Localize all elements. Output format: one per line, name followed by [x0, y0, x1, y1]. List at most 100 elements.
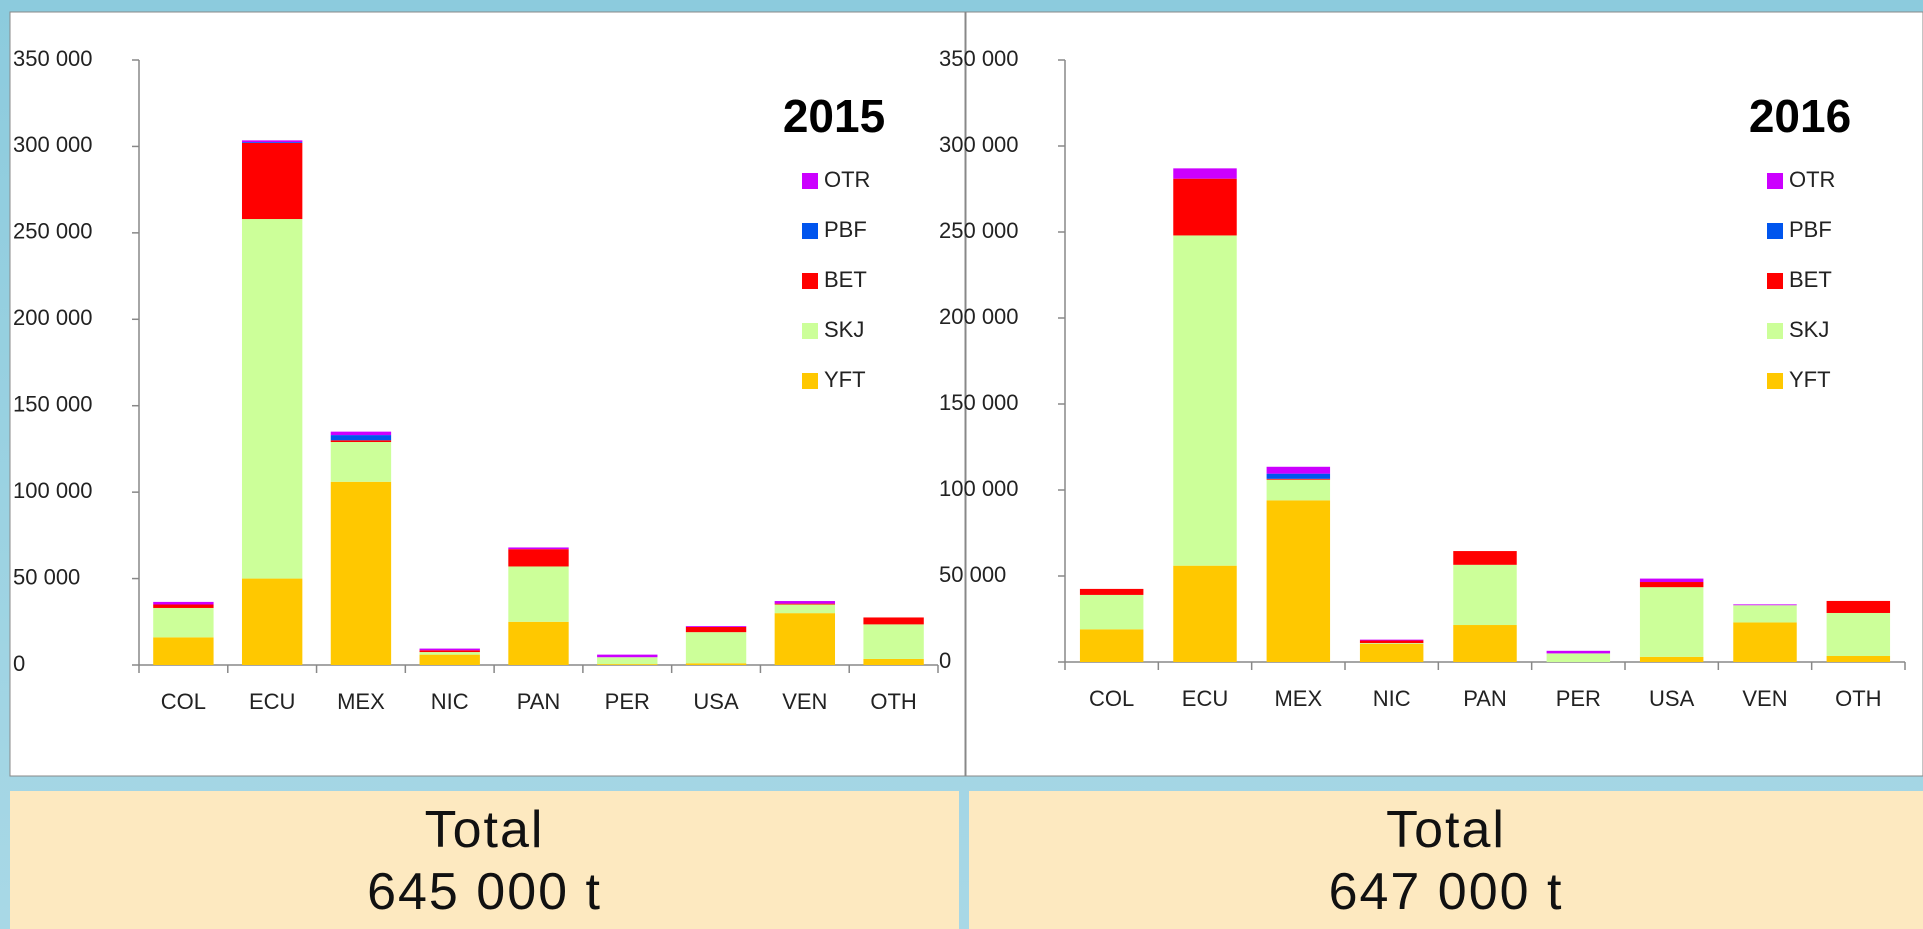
x-tick-label: MEX — [1274, 686, 1322, 711]
total-caption: Total — [1386, 801, 1506, 859]
bar-segment — [1173, 178, 1237, 236]
bar-segment — [1266, 478, 1331, 480]
legend-swatch — [1767, 223, 1783, 239]
bar-segment — [1733, 622, 1797, 662]
bar-segment — [1173, 235, 1237, 566]
bar-segment — [685, 626, 747, 627]
bar-segment — [685, 663, 747, 665]
bar-segment — [1359, 643, 1424, 662]
x-tick-label: ECU — [249, 689, 295, 714]
bar-segment — [241, 142, 303, 220]
bar-segment — [774, 613, 836, 665]
bar-segment — [1266, 466, 1331, 474]
bar-segment — [153, 604, 214, 608]
bar-segment — [1266, 479, 1331, 501]
bar-segment — [1546, 650, 1611, 654]
bar-segment — [419, 654, 480, 665]
x-tick-label: NIC — [431, 689, 469, 714]
y-tick-label: 50 000 — [939, 562, 1006, 587]
bar-segment — [1266, 473, 1331, 479]
bar-segment — [241, 142, 303, 143]
bar-segment — [508, 549, 569, 567]
legend-swatch — [802, 223, 818, 239]
bar-segment — [863, 617, 924, 625]
bar-segment — [153, 607, 214, 638]
bar-segment — [1079, 594, 1144, 630]
bar-segment — [153, 601, 214, 605]
x-tick-label: OTH — [1835, 686, 1881, 711]
bar-segment — [1639, 656, 1704, 662]
bar-segment — [1173, 168, 1237, 179]
bar-segment — [1453, 551, 1517, 565]
x-tick-label: COL — [1089, 686, 1134, 711]
chart-title: 2016 — [1749, 90, 1851, 142]
legend-swatch — [802, 323, 818, 339]
y-tick-label: 300 000 — [13, 132, 93, 157]
x-tick-label: COL — [161, 689, 206, 714]
y-tick-label: 150 000 — [939, 390, 1019, 415]
bar-segment — [508, 621, 569, 665]
legend-label: PBF — [1789, 217, 1832, 242]
legend-label: SKJ — [1789, 317, 1829, 342]
y-tick-label: 250 000 — [939, 218, 1019, 243]
total-value: 645 000 t — [367, 863, 602, 921]
bar-segment — [597, 657, 658, 665]
legend-label: YFT — [824, 367, 866, 392]
y-tick-label: 350 000 — [939, 46, 1019, 71]
bar-segment — [330, 431, 392, 436]
total-box: Total 647 000 t — [969, 791, 1923, 929]
bar-segment — [1826, 600, 1891, 613]
y-tick-label: 0 — [13, 651, 25, 676]
bar-segment — [597, 664, 658, 665]
legend-label: SKJ — [824, 317, 864, 342]
legend-swatch — [1767, 373, 1783, 389]
bar-segment — [863, 658, 924, 665]
bar-segment — [1079, 629, 1144, 662]
bar-segment — [597, 654, 658, 658]
legend-swatch — [802, 373, 818, 389]
legend-label: OTR — [824, 167, 870, 192]
x-tick-label: OTH — [870, 689, 916, 714]
y-tick-label: 350 000 — [13, 46, 93, 71]
y-tick-label: 0 — [939, 648, 951, 673]
y-tick-label: 300 000 — [939, 132, 1019, 157]
bar-segment — [1453, 625, 1517, 662]
bar-segment — [419, 652, 480, 655]
x-tick-label: PAN — [1463, 686, 1507, 711]
bar-segment — [330, 442, 392, 482]
x-tick-label: ECU — [1182, 686, 1228, 711]
bar-segment — [1266, 500, 1331, 662]
y-tick-label: 100 000 — [939, 476, 1019, 501]
legend-label: PBF — [824, 217, 867, 242]
x-tick-label: PAN — [517, 689, 561, 714]
bar-segment — [1079, 588, 1144, 595]
bar-segment — [1359, 639, 1424, 641]
legend-label: BET — [824, 267, 867, 292]
legend-swatch — [1767, 273, 1783, 289]
bar-segment — [1546, 653, 1611, 662]
chart-title: 2015 — [783, 90, 885, 142]
bar-segment — [1639, 582, 1704, 588]
bar-segment — [1826, 612, 1891, 656]
legend-swatch — [1767, 173, 1783, 189]
bar-segment — [685, 632, 747, 664]
bar-segment — [508, 547, 569, 550]
bar-segment — [508, 566, 569, 622]
bar-segment — [330, 440, 392, 443]
legend-swatch — [802, 173, 818, 189]
bar-segment — [1359, 643, 1424, 644]
total-value: 647 000 t — [1328, 863, 1564, 921]
y-tick-label: 250 000 — [13, 219, 93, 244]
bar-segment — [1639, 587, 1704, 657]
bar-segment — [1359, 640, 1424, 644]
y-tick-label: 200 000 — [13, 305, 93, 330]
x-tick-label: VEN — [1742, 686, 1787, 711]
y-tick-label: 50 000 — [13, 564, 80, 589]
bar-segment — [330, 481, 392, 665]
bar-segment — [1733, 604, 1797, 606]
x-tick-label: USA — [693, 689, 739, 714]
bar-segment — [241, 219, 303, 579]
bar-segment — [1733, 605, 1797, 623]
bar-segment — [419, 650, 480, 653]
